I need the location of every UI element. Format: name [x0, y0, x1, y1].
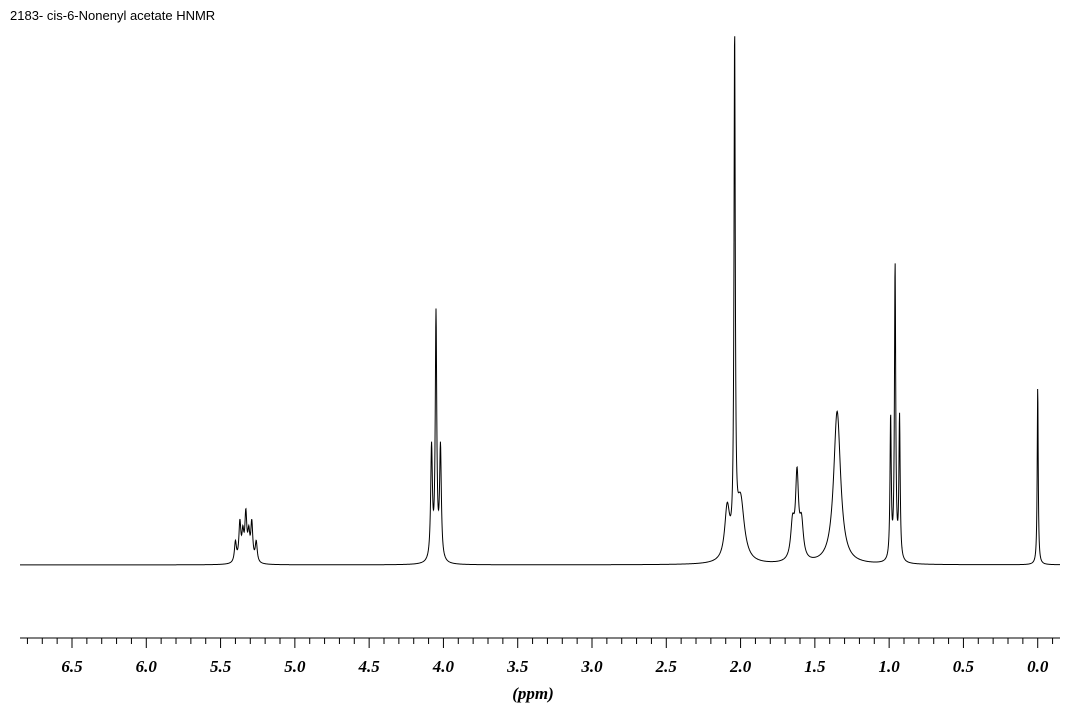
nmr-spectrum-plot: 6.5 6.0 5.5 5.0 4.5 4.0 3.5 3.0 2.5 2.0 1.5 1.0 0.5 0…: [0, 0, 1066, 712]
x-tick-label: 1.5: [804, 657, 826, 676]
x-tick-label: 6.0: [136, 657, 158, 676]
x-tick-label: 4.0: [432, 657, 455, 676]
spectrum-trace: [20, 36, 1060, 565]
x-tick-label: 3.0: [580, 657, 603, 676]
x-tick-label: 0.0: [1027, 657, 1049, 676]
x-tick-label: 3.5: [506, 657, 529, 676]
x-tick-label: 2.0: [729, 657, 752, 676]
x-tick-label: 0.5: [953, 657, 975, 676]
nmr-spectrum-panel: { "title": "2183- cis-6-Nonenyl acetate …: [0, 0, 1066, 712]
x-tick-label: 5.5: [210, 657, 232, 676]
x-tick-label: 6.5: [61, 657, 83, 676]
x-tick-label: 1.0: [879, 657, 901, 676]
x-axis-label: (ppm): [0, 684, 1066, 704]
x-tick-label: 4.5: [358, 657, 381, 676]
x-tick-label: 5.0: [284, 657, 306, 676]
x-tick-label: 2.5: [655, 657, 678, 676]
